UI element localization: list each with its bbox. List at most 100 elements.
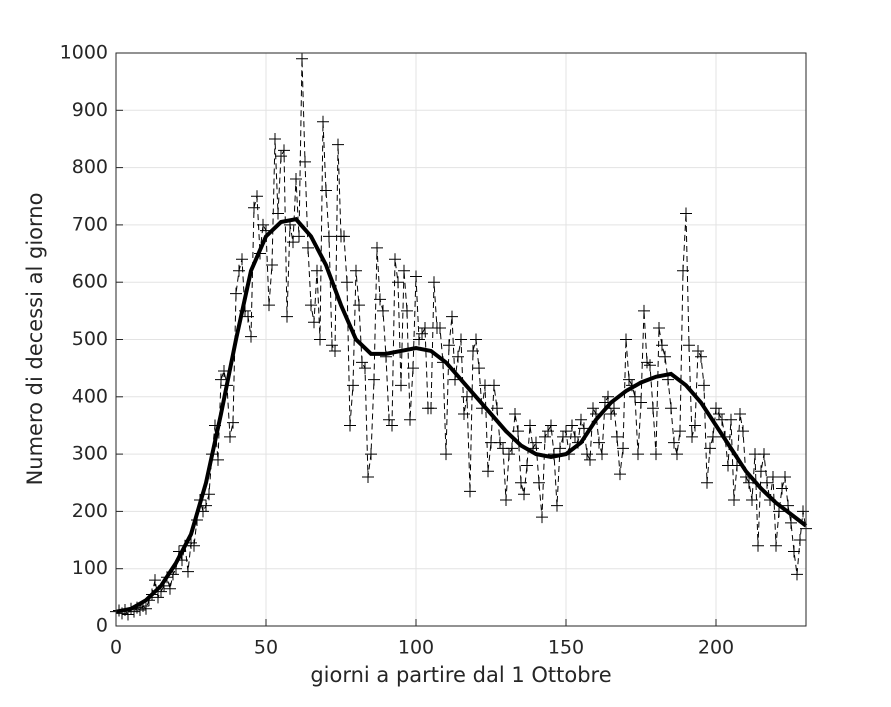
plus-marker [446, 310, 458, 323]
plus-marker [494, 436, 506, 449]
y-tick-label: 400 [72, 385, 108, 407]
plus-marker [410, 270, 422, 283]
plus-marker [305, 299, 317, 312]
plus-marker [785, 516, 797, 529]
plus-marker [440, 448, 452, 461]
plus-marker [413, 333, 425, 346]
plus-marker [227, 416, 239, 429]
plus-marker [746, 493, 758, 506]
plus-marker [200, 499, 212, 512]
plus-marker [140, 602, 152, 615]
x-tick-label: 100 [398, 637, 434, 659]
plus-marker [521, 459, 533, 472]
plus-marker [620, 333, 632, 346]
plus-marker [611, 430, 623, 443]
plus-marker [236, 253, 248, 266]
plus-marker [635, 396, 647, 409]
plus-marker [311, 264, 323, 277]
plus-marker [725, 413, 737, 426]
plus-marker [233, 264, 245, 277]
plus-marker [323, 230, 335, 243]
plus-marker [203, 488, 215, 501]
plus-marker [752, 539, 764, 552]
plus-marker [467, 344, 479, 357]
plus-marker [686, 430, 698, 443]
plus-marker [671, 448, 683, 461]
plus-marker [551, 499, 563, 512]
x-axis-label: giorni a partire dal 1 Ottobre [310, 663, 611, 687]
plus-marker [575, 413, 587, 426]
x-tick-label: 50 [254, 637, 278, 659]
plus-marker [356, 356, 368, 369]
plus-marker [704, 442, 716, 455]
y-axis-label: Numero di decessi al giorno [23, 193, 47, 486]
plus-marker [506, 442, 518, 455]
plus-marker [503, 448, 515, 461]
plus-marker [461, 390, 473, 403]
plus-marker [245, 330, 257, 343]
plus-marker [188, 539, 200, 552]
plus-marker [707, 430, 719, 443]
plus-marker [287, 236, 299, 249]
plus-marker [470, 333, 482, 346]
plus-marker [386, 419, 398, 432]
plus-marker [737, 425, 749, 438]
plus-marker [518, 488, 530, 501]
plus-marker [266, 259, 278, 272]
plus-marker [215, 373, 227, 386]
plus-marker [350, 264, 362, 277]
plus-marker [491, 402, 503, 415]
plus-marker [689, 419, 701, 432]
plus-marker [251, 190, 263, 203]
plus-marker [683, 339, 695, 352]
plus-marker [509, 407, 521, 420]
plus-marker [761, 476, 773, 489]
plus-marker [623, 373, 635, 386]
plus-marker [308, 316, 320, 329]
plus-marker [473, 362, 485, 375]
plus-marker [419, 322, 431, 335]
plus-marker [464, 485, 476, 498]
plus-marker [275, 150, 287, 163]
plus-marker [734, 407, 746, 420]
plus-marker [644, 359, 656, 372]
plus-marker [482, 465, 494, 478]
plus-marker [593, 436, 605, 449]
plus-marker [149, 574, 161, 587]
plus-marker [317, 115, 329, 128]
plus-marker [443, 339, 455, 352]
plus-marker [530, 436, 542, 449]
y-tick-label: 1000 [60, 42, 108, 64]
plus-marker [314, 333, 326, 346]
plus-marker [359, 362, 371, 375]
y-tick-label: 0 [96, 615, 108, 637]
plus-marker [653, 322, 665, 335]
plus-marker [353, 299, 365, 312]
plus-marker [743, 476, 755, 489]
plus-marker [278, 144, 290, 157]
plus-marker [428, 276, 440, 289]
plus-marker [650, 448, 662, 461]
plus-marker [398, 264, 410, 277]
plus-marker [368, 373, 380, 386]
plus-marker [512, 425, 524, 438]
plus-marker [584, 453, 596, 466]
plus-marker [401, 304, 413, 317]
plus-marker [302, 241, 314, 254]
plus-marker [557, 430, 569, 443]
plus-marker [389, 253, 401, 266]
plus-marker [344, 419, 356, 432]
plus-marker [728, 493, 740, 506]
plus-marker [695, 350, 707, 363]
plus-marker [668, 436, 680, 449]
y-tick-label: 300 [72, 443, 108, 465]
plot-border [115, 52, 807, 627]
plus-marker [281, 310, 293, 323]
plus-marker [560, 425, 572, 438]
x-tick-label: 200 [698, 637, 734, 659]
plus-marker [365, 448, 377, 461]
plus-marker [212, 453, 224, 466]
plus-marker [182, 565, 194, 578]
plus-marker [296, 52, 308, 65]
